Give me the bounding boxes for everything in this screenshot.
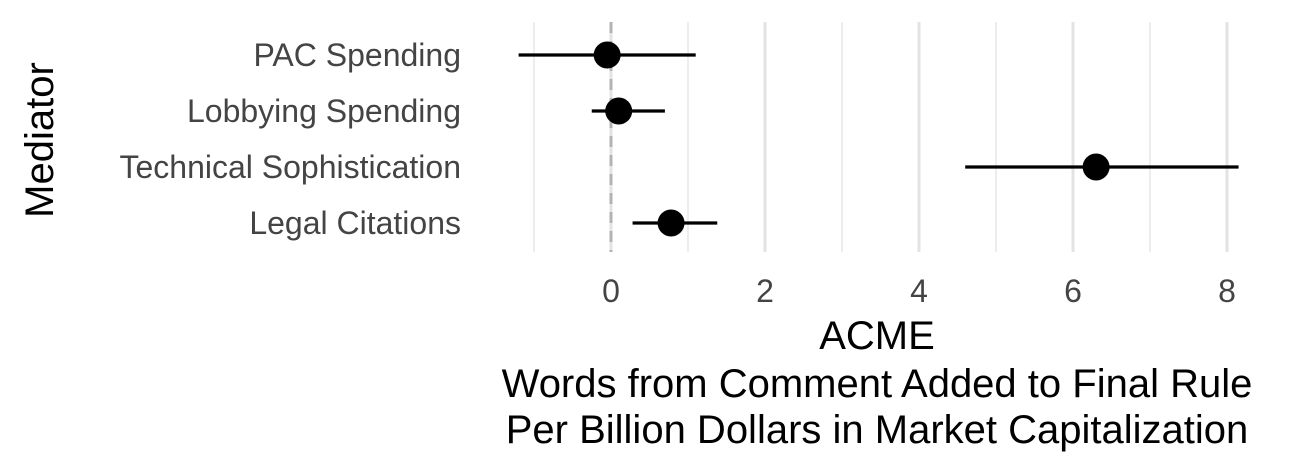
y-axis-tick-labels: PAC Spending Lobbying Spending Technical S… bbox=[119, 37, 461, 241]
category-label: Lobbying Spending bbox=[187, 93, 461, 129]
x-axis-title-line-1: ACME bbox=[819, 314, 935, 358]
x-axis-title-line-2: Words from Comment Added to Final Rule bbox=[502, 362, 1253, 406]
x-tick-label: 8 bbox=[1218, 273, 1236, 309]
x-tick-label: 6 bbox=[1064, 273, 1082, 309]
point-estimates bbox=[593, 41, 1110, 237]
x-axis-tick-labels: 0 2 4 6 8 bbox=[602, 273, 1236, 309]
point-pac-spending bbox=[593, 41, 621, 69]
x-axis-title-line-3: Per Billion Dollars in Market Capitaliza… bbox=[506, 408, 1249, 452]
x-tick-label: 0 bbox=[602, 273, 620, 309]
x-tick-label: 2 bbox=[756, 273, 774, 309]
category-label: Legal Citations bbox=[249, 205, 461, 241]
point-legal-citations bbox=[657, 209, 685, 237]
point-lobbying-spending bbox=[605, 97, 633, 125]
category-label: Technical Sophistication bbox=[119, 149, 461, 185]
category-label: PAC Spending bbox=[253, 37, 461, 73]
confidence-intervals bbox=[518, 53, 1239, 225]
point-technical-sophistication bbox=[1082, 153, 1110, 181]
y-axis-title: Mediator bbox=[18, 62, 62, 218]
x-tick-label: 4 bbox=[910, 273, 928, 309]
